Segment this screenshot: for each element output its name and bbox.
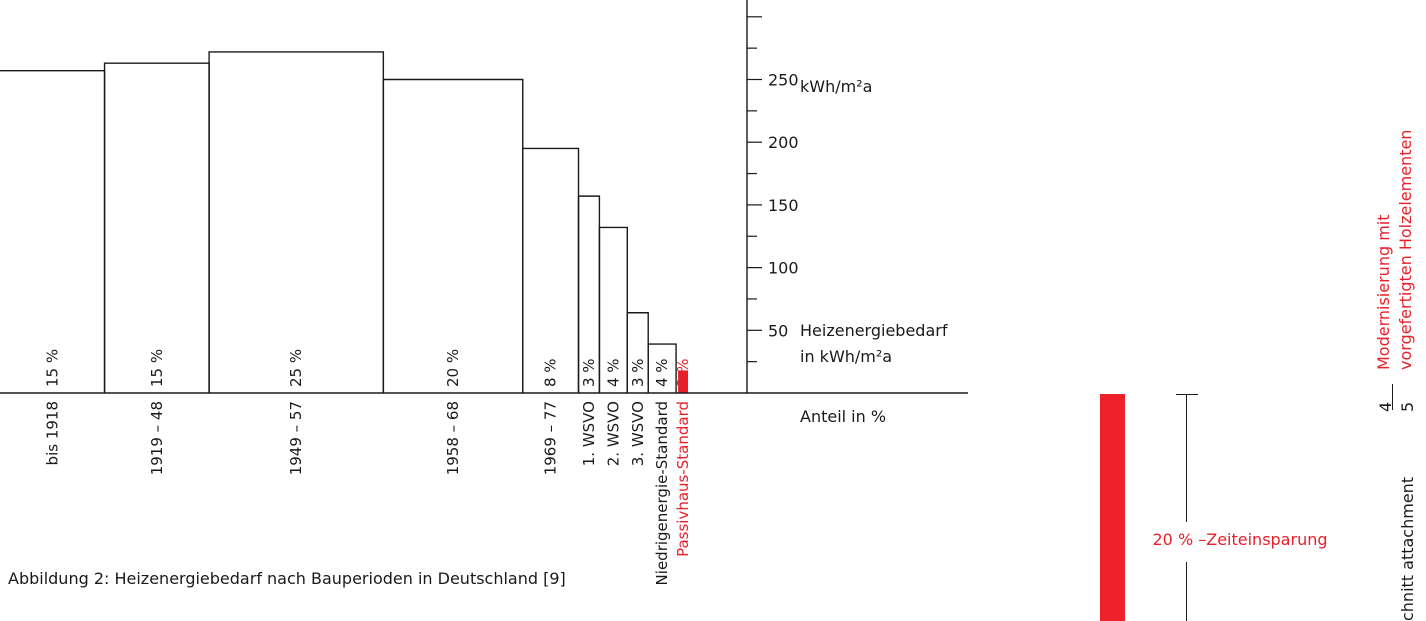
- share-label-5: 3 %: [580, 358, 598, 387]
- category-label-5: 1. WSVO: [580, 401, 598, 466]
- share-label-9: 2 %: [674, 358, 692, 387]
- footer-running-text: chnitt attachment: [1398, 476, 1417, 621]
- y-tick-label-150: 150: [768, 196, 799, 215]
- y-tick-label-200: 200: [768, 133, 799, 152]
- bar-0: [0, 70, 106, 393]
- heat-demand-chart: 15 % 15 % 25 % 20 % 8 % 3 % 4 % 3 % 4 % 2 % bis 1…: [0, 0, 968, 588]
- bar-1: [103, 62, 210, 393]
- category-label-0: bis 1918: [43, 401, 61, 465]
- page-number-left: 4: [1376, 401, 1395, 412]
- share-label-1: 15 %: [148, 349, 166, 387]
- y-unit-top: kWh/m²a: [800, 77, 872, 96]
- category-label-3: 1958 – 68: [444, 401, 462, 475]
- y-axis-label-unit: in kWh/m²a: [800, 347, 892, 366]
- share-label-8: 4 %: [653, 358, 671, 387]
- category-label-9: Passivhaus-Standard: [674, 401, 692, 557]
- savings-bracket-top: [1176, 394, 1198, 395]
- y-ticks-group: 50 100 150 200 250: [747, 16, 799, 363]
- bars-group: [0, 51, 689, 393]
- category-label-7: 3. WSVO: [629, 401, 647, 466]
- x-axis-label: Anteil in %: [800, 407, 886, 426]
- savings-bar: [1100, 394, 1125, 621]
- y-tick-label-100: 100: [768, 259, 799, 278]
- y-axis-label: Heizenergiebedarf: [800, 321, 948, 340]
- bar-8: [647, 343, 677, 393]
- category-label-4: 1969 – 77: [542, 401, 560, 475]
- share-label-4: 8 %: [542, 358, 560, 387]
- chart-caption: Abbildung 2: Heizenergiebedarf nach Baup…: [8, 569, 566, 588]
- savings-bracket-line-upper: [1186, 394, 1187, 522]
- y-tick-label-250: 250: [768, 71, 799, 90]
- share-label-2: 25 %: [287, 349, 305, 387]
- section-title-line2: vorgefertigten Holzelementen: [1396, 129, 1415, 370]
- section-title-line1: Modernisierung mit: [1374, 214, 1393, 370]
- bar-2: [208, 51, 385, 393]
- share-label-7: 3 %: [629, 358, 647, 387]
- category-label-8: Niedrigenergie-Standard: [653, 401, 671, 585]
- category-labels-group: bis 1918 1919 – 48 1949 – 57 1958 – 68 1969 …: [43, 401, 692, 585]
- category-label-6: 2. WSVO: [604, 401, 622, 466]
- bar-9: [678, 370, 689, 393]
- share-label-0: 15 %: [43, 349, 61, 387]
- page-number-divider: [1392, 384, 1393, 410]
- bar-4: [522, 147, 580, 393]
- share-label-3: 20 %: [444, 349, 462, 387]
- share-label-6: 4 %: [604, 358, 622, 387]
- bar-6: [598, 226, 628, 393]
- category-label-2: 1949 – 57: [287, 401, 305, 475]
- savings-label: 20 % –Zeiteinsparung: [1152, 530, 1328, 549]
- page-number-right: 5: [1398, 401, 1417, 412]
- savings-bracket-line-lower: [1186, 562, 1187, 621]
- category-label-1: 1919 – 48: [148, 401, 166, 475]
- share-labels-group: 15 % 15 % 25 % 20 % 8 % 3 % 4 % 3 % 4 % 2 %: [43, 349, 692, 387]
- bar-3: [382, 78, 524, 393]
- y-tick-label-50: 50: [768, 321, 788, 340]
